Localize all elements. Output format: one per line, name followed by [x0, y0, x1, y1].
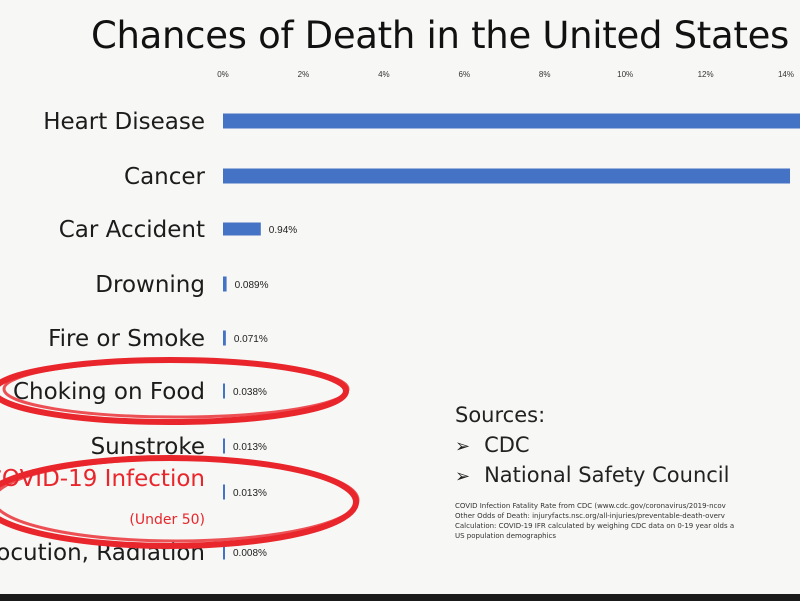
- bar: [223, 222, 261, 236]
- data-label: 0.013%: [233, 442, 267, 453]
- chart-rows: Heart Disease Cancer Car Accident 0.94% Drow…: [0, 109, 800, 566]
- category-label: Heart Disease: [43, 109, 205, 135]
- category-label: Cancer: [124, 164, 206, 190]
- bar: [223, 383, 225, 399]
- source-item-cdc: ➢ CDC: [455, 433, 800, 457]
- bar: [223, 276, 227, 292]
- category-label: Fire or Smoke: [48, 326, 205, 352]
- bar: [223, 330, 226, 346]
- bar: [223, 168, 791, 184]
- highlight-ring-stroke: [2, 359, 350, 419]
- data-label: 0.008%: [233, 548, 267, 559]
- category-sublabel: (Under 50): [129, 512, 205, 528]
- category-label: Drowning: [95, 272, 205, 298]
- fine-print-line: US population demographics: [455, 532, 557, 540]
- bottom-border: [0, 594, 800, 601]
- data-label: 0.089%: [235, 280, 269, 291]
- highlight-circles: [0, 357, 360, 549]
- category-label: Car Accident: [59, 217, 205, 243]
- chart-title: Chances of Death in the United States: [90, 14, 790, 57]
- x-tick-label: 0%: [217, 70, 229, 79]
- fine-print-line: Calculation: COVID-19 IFR calculated by …: [455, 522, 735, 530]
- data-label: 0.038%: [233, 387, 267, 398]
- fine-print-line: Other Odds of Death: injuryfacts.nsc.org…: [455, 512, 725, 520]
- data-label: 0.013%: [233, 488, 267, 499]
- bar: [223, 113, 800, 129]
- x-tick-label: 14%: [778, 70, 794, 79]
- fine-print: COVID Infection Fatality Rate from CDC (…: [455, 501, 800, 541]
- source-item-nsc: ➢ National Safety Council: [455, 463, 800, 487]
- source-item-label: CDC: [484, 433, 530, 457]
- sources-panel: Sources: ➢ CDC ➢ National Safety Council C…: [455, 403, 800, 541]
- x-tick-label: 6%: [459, 70, 471, 79]
- sources-heading: Sources:: [455, 403, 546, 427]
- x-tick-label: 2%: [298, 70, 310, 79]
- arrow-bullet-icon: ➢: [455, 436, 471, 457]
- bar: [223, 484, 225, 500]
- x-tick-label: 8%: [539, 70, 551, 79]
- x-tick-label: 4%: [378, 70, 390, 79]
- fine-print-line: COVID Infection Fatality Rate from CDC (…: [455, 502, 726, 510]
- bar: [223, 544, 225, 560]
- highlight-ring-stroke: [0, 457, 360, 543]
- x-tick-label: 12%: [698, 70, 714, 79]
- bar: [223, 438, 225, 454]
- source-item-label: National Safety Council: [484, 463, 730, 487]
- data-label: 0.94%: [269, 225, 297, 236]
- data-label: 0.071%: [234, 334, 268, 345]
- arrow-bullet-icon: ➢: [455, 466, 471, 487]
- x-axis-ticks: 0% 2% 4% 6% 8% 10% 12% 14%: [217, 70, 794, 79]
- category-label: Choking on Food: [13, 379, 205, 405]
- x-tick-label: 10%: [617, 70, 633, 79]
